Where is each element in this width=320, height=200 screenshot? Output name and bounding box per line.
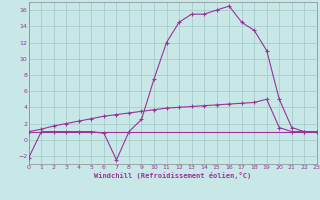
X-axis label: Windchill (Refroidissement éolien,°C): Windchill (Refroidissement éolien,°C) [94,172,252,179]
